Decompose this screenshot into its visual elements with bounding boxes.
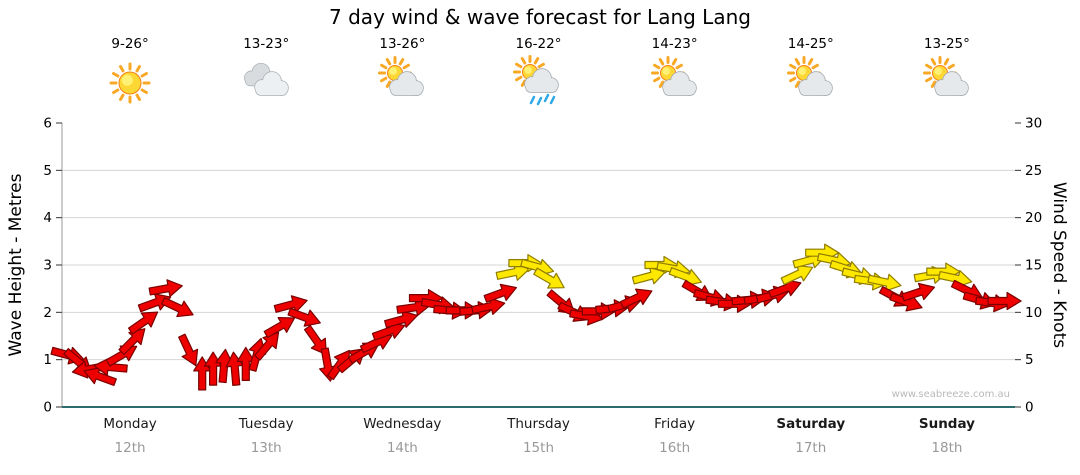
- partly-cloudy-icon: [650, 56, 697, 96]
- left-tick-label: 2: [43, 305, 52, 321]
- day-header-friday: 14-23°: [607, 36, 743, 111]
- weekday-label: Sunday: [918, 416, 975, 432]
- day-footer-friday: Friday 16th: [607, 416, 743, 456]
- weekday-label: Friday: [654, 416, 696, 432]
- date-label: 15th: [522, 440, 554, 456]
- date-label: 16th: [659, 440, 691, 456]
- wind-arrow: [254, 331, 280, 361]
- wind-arrow: [483, 283, 517, 303]
- day-footer-thursday: Thursday 15th: [470, 416, 606, 456]
- partly-cloudy-icon: [786, 56, 833, 96]
- temperature-range: 14-23°: [651, 36, 698, 52]
- watermark: www.seabreeze.com.au: [891, 389, 1010, 400]
- weekday-label: Tuesday: [238, 416, 294, 432]
- chart-title: 7 day wind & wave forecast for Lang Lang: [329, 5, 751, 29]
- day-footer-sunday: Sunday 18th: [879, 416, 1015, 456]
- weather-icon-holder: [647, 55, 703, 111]
- left-tick-label: 1: [43, 352, 52, 368]
- day-header-sunday: 13-25°: [879, 36, 1015, 111]
- wind-arrow: [118, 328, 146, 356]
- weather-icon-holder: [919, 55, 975, 111]
- wind-arrow: [127, 311, 159, 335]
- day-header-monday: 9-26°: [62, 36, 198, 111]
- date-label: 13th: [250, 440, 282, 456]
- wind-arrow: [161, 297, 194, 318]
- wind-arrow: [263, 317, 296, 339]
- wind-arrow: [533, 267, 565, 289]
- right-tick-label: 5: [1025, 352, 1034, 368]
- date-label: 17th: [795, 440, 827, 456]
- weekday-label: Wednesday: [363, 416, 442, 432]
- left-tick-label: 0: [43, 400, 52, 416]
- day-header-tuesday: 13-23°: [198, 36, 334, 111]
- weekday-label: Monday: [103, 416, 157, 432]
- partly-cloudy-icon: [378, 56, 425, 96]
- wind-arrow: [780, 264, 814, 286]
- wind-arrow: [668, 267, 703, 287]
- wind-arrow: [287, 307, 321, 327]
- cloudy-icon: [244, 62, 289, 96]
- wind-arrow: [867, 273, 902, 292]
- day-footer-monday: Monday 12th: [62, 416, 198, 456]
- right-tick-label: 0: [1025, 400, 1034, 416]
- temperature-range: 14-25°: [787, 36, 834, 52]
- right-tick-label: 20: [1025, 210, 1042, 226]
- wind-arrow: [471, 297, 506, 315]
- right-tick-label: 25: [1025, 163, 1042, 179]
- wind-arrow: [303, 324, 327, 356]
- wind-arrow: [987, 291, 1022, 311]
- temperature-range: 13-26°: [379, 36, 426, 52]
- day-header-saturday: 14-25°: [743, 36, 879, 111]
- rain-icon: [513, 55, 560, 106]
- date-label: 12th: [114, 440, 146, 456]
- date-label: 18th: [931, 440, 963, 456]
- weather-icon-holder: [102, 55, 158, 111]
- wind-arrow: [631, 266, 666, 285]
- weekday-label: Thursday: [507, 416, 570, 432]
- day-footer-tuesday: Tuesday 13th: [198, 416, 334, 456]
- wind-arrow: [178, 333, 199, 367]
- day-header-thursday: 16-22°: [470, 36, 606, 111]
- wind-arrow: [384, 310, 419, 329]
- weather-icon-holder: [510, 55, 566, 111]
- partly-cloudy-icon: [922, 56, 969, 96]
- left-tick-label: 3: [43, 258, 52, 274]
- temperature-range: 13-23°: [243, 36, 290, 52]
- left-tick-label: 4: [43, 210, 52, 226]
- temperature-range: 16-22°: [515, 36, 562, 52]
- wind-arrow: [83, 367, 117, 387]
- right-tick-label: 30: [1025, 116, 1042, 132]
- wind-arrow: [901, 282, 936, 302]
- weekday-label: Saturday: [776, 416, 846, 432]
- weather-icon-holder: [238, 55, 294, 111]
- wind-arrow: [273, 295, 308, 313]
- wind-arrow: [215, 348, 234, 384]
- wind-arrow: [148, 279, 183, 298]
- temperature-range: 9-26°: [111, 36, 149, 52]
- date-label: 14th: [386, 440, 418, 456]
- wind-arrow: [619, 288, 653, 309]
- day-footer-wednesday: Wednesday 14th: [334, 416, 470, 456]
- wind-arrow: [495, 263, 530, 281]
- day-header-wednesday: 13-26°: [334, 36, 470, 111]
- sunny-icon: [109, 62, 151, 104]
- wind-arrow: [236, 346, 255, 381]
- right-tick-label: 15: [1025, 258, 1042, 274]
- day-footer-saturday: Saturday 17th: [743, 416, 879, 456]
- temperature-range: 13-25°: [923, 36, 970, 52]
- weather-icon-holder: [374, 55, 430, 111]
- right-tick-label: 10: [1025, 305, 1042, 321]
- left-tick-label: 6: [43, 116, 52, 132]
- weather-icon-holder: [783, 55, 839, 111]
- wind-arrow: [93, 357, 128, 377]
- left-tick-label: 5: [43, 163, 52, 179]
